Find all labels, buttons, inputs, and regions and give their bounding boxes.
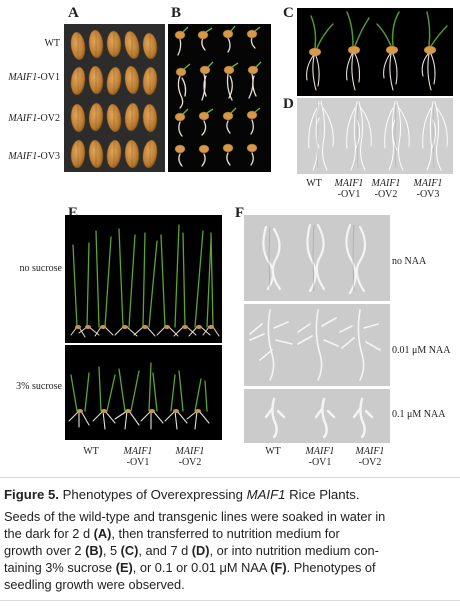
panel-e-row-label-sucrose: 3% sucrose — [16, 381, 62, 392]
caption-line-1: Seeds of the wild-type and transgenic li… — [4, 509, 386, 524]
caption-line-2: the dark for 2 d (A), then transferred t… — [4, 526, 340, 541]
caption-line-5: seedling growth were observed. — [4, 577, 185, 592]
panel-f-row-label-no-naa: no NAA — [392, 256, 427, 267]
figure-caption-body: Seeds of the wild-type and transgenic li… — [4, 508, 460, 593]
panel-f-01-naa-photo — [244, 389, 390, 443]
panel-a-row-label-ov1: MAIF1-OV1 — [8, 72, 60, 83]
panel-e-col-label-wt: WT — [83, 446, 99, 457]
panel-e-no-sucrose-graphic — [70, 224, 220, 338]
panel-e-row-label-no-sucrose: no sucrose — [19, 263, 63, 274]
panel-f-001-naa-photo — [244, 304, 390, 386]
panel-d-letter: D — [283, 96, 294, 112]
panel-f-01-naa-graphic — [264, 397, 374, 439]
panel-c-seedlings-graphic — [306, 11, 448, 91]
panel-f-row-label-01-naa: 0.1 μM NAA — [392, 409, 446, 420]
panel-e-col-label-ov2: MAIF1 -OV2 — [175, 446, 205, 468]
caption-divider — [0, 477, 460, 478]
panel-d-col-label-ov3: MAIF1 -OV3 — [413, 178, 443, 200]
panel-f-no-naa-graphic — [262, 223, 367, 295]
caption-line-4: taining 3% sucrose (E), or 0.1 or 0.01 μ… — [4, 560, 376, 575]
caption-bottom-divider — [0, 600, 460, 601]
panel-d-roots-graphic — [308, 101, 448, 171]
panel-f-col-label-ov1: MAIF1 -OV1 — [305, 446, 335, 468]
panel-e-letter: E — [68, 205, 79, 221]
panel-a-row-label-ov3: MAIF1-OV3 — [8, 151, 60, 162]
caption-line-3: growth over 2 (B), 5 (C), and 7 d (D), o… — [4, 543, 379, 558]
panel-e-sucrose-graphic — [68, 362, 210, 430]
panel-f-no-naa-photo — [244, 215, 390, 301]
panel-f-col-label-wt: WT — [265, 446, 281, 457]
panel-d-col-label-wt: WT — [306, 178, 322, 189]
panel-a-seed-photo — [64, 24, 165, 172]
figure-number: Figure 5. — [4, 487, 59, 502]
panel-d-roots-photo — [297, 98, 453, 174]
panel-e-no-sucrose-photo — [65, 215, 222, 343]
panel-a-row-label-wt: WT — [44, 38, 60, 49]
figure-caption-title: Figure 5. Phenotypes of Overexpressing M… — [4, 487, 360, 502]
panel-a-row-label-ov2: MAIF1-OV2 — [8, 113, 60, 124]
panel-c-seedlings-photo — [297, 8, 453, 96]
panel-f-letter: F — [235, 205, 245, 221]
panel-f-row-label-001-naa: 0.01 μM NAA — [392, 345, 451, 356]
panel-a-letter: A — [68, 5, 79, 21]
panel-e-sucrose-photo — [65, 345, 222, 440]
panel-c-letter: C — [283, 5, 294, 21]
panel-b-germinating-seedlings-photo — [168, 24, 271, 172]
panel-f-001-naa-graphic — [249, 309, 381, 381]
panel-b-seedlings-graphic — [174, 25, 262, 167]
panel-f-col-label-ov2: MAIF1 -OV2 — [355, 446, 385, 468]
panel-d-col-label-ov1: MAIF1 -OV1 — [334, 178, 364, 200]
panel-d-col-label-ov2: MAIF1 -OV2 — [371, 178, 401, 200]
panel-a-seeds-graphic — [70, 29, 158, 169]
panel-b-letter: B — [171, 5, 182, 21]
panel-e-col-label-ov1: MAIF1 -OV1 — [123, 446, 153, 468]
